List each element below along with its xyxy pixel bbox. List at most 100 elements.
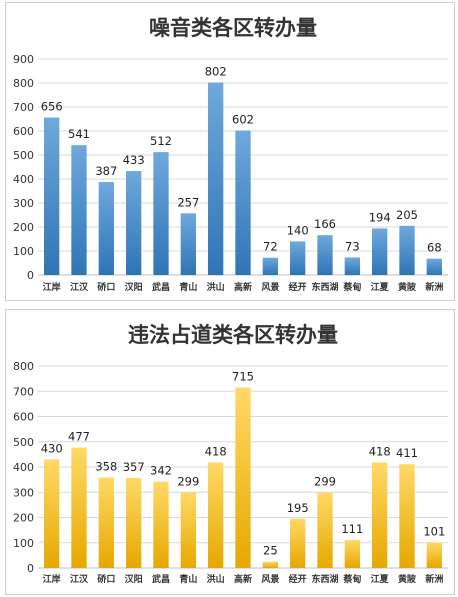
x-tick-label: 江岸 (43, 573, 61, 585)
data-label: 602 (232, 113, 254, 127)
road-bar (126, 477, 142, 568)
data-label: 299 (177, 475, 199, 489)
data-label: 512 (150, 134, 172, 148)
data-label: 430 (41, 441, 63, 455)
x-tick-label: 汉阳 (125, 281, 143, 293)
x-tick-label: 新洲 (425, 281, 443, 293)
y-tick-label: 800 (13, 77, 34, 90)
y-tick-label: 0 (27, 562, 34, 575)
data-label: 73 (345, 239, 360, 253)
data-label: 72 (263, 240, 278, 254)
x-tick-label: 硚口 (97, 573, 115, 585)
noise-bar (44, 117, 60, 275)
data-label: 802 (205, 65, 227, 79)
y-tick-label: 600 (13, 411, 34, 424)
road-bar (317, 492, 333, 568)
noise-bar (399, 225, 415, 275)
data-label: 194 (369, 210, 391, 224)
x-tick-label: 武昌 (152, 281, 170, 293)
y-tick-label: 300 (13, 197, 34, 210)
x-tick-label: 江岸 (43, 281, 61, 293)
x-tick-label: 蔡甸 (342, 573, 361, 585)
x-tick-label: 江汉 (70, 573, 89, 585)
x-tick-label: 风景 (261, 282, 279, 293)
x-tick-label: 黄陂 (398, 573, 417, 585)
road-bar (344, 539, 360, 568)
data-label: 205 (396, 208, 418, 222)
y-tick-label: 600 (13, 125, 34, 138)
y-tick-label: 100 (13, 245, 34, 258)
noise-bar (426, 258, 442, 275)
road-bar (262, 561, 278, 568)
noise-chart-panel: 噪音类各区转办量 0 100 200 300 400 500 600 700 800 900 656 江… (5, 2, 455, 301)
x-tick-label: 汉阳 (125, 573, 143, 585)
data-label: 140 (287, 223, 309, 237)
road-bar (426, 542, 442, 568)
data-label: 257 (177, 195, 199, 209)
data-label: 101 (423, 524, 445, 538)
noise-bar (372, 228, 388, 275)
x-tick-label: 东西湖 (311, 281, 338, 293)
data-label: 433 (123, 153, 145, 167)
data-label: 387 (95, 164, 117, 178)
y-tick-label: 500 (13, 436, 34, 449)
y-tick-label: 0 (27, 269, 34, 282)
data-label: 715 (232, 369, 254, 383)
noise-bar (98, 182, 114, 275)
y-tick-label: 300 (13, 486, 34, 499)
road-bar (71, 447, 87, 568)
x-tick-label: 洪山 (207, 281, 225, 293)
y-tick-label: 700 (13, 385, 34, 398)
x-tick-label: 高新 (234, 573, 252, 585)
chart-title: 违法占道类各区转办量 (128, 322, 338, 347)
road-occupation-chart-panel: 违法占道类各区转办量 0 100 200 300 400 500 600 700 800 430 江岸… (5, 309, 455, 595)
data-label: 418 (205, 444, 227, 458)
noise-bar (290, 241, 306, 275)
data-label: 358 (95, 460, 117, 474)
road-bar (235, 387, 251, 568)
x-tick-label: 洪山 (207, 573, 225, 585)
x-tick-label: 新洲 (425, 573, 443, 585)
x-tick-label: 青山 (179, 573, 197, 585)
road-bar (153, 481, 169, 568)
noise-bar (344, 257, 360, 275)
x-tick-label: 江夏 (371, 281, 390, 293)
noise-bar (317, 235, 333, 275)
x-tick-label: 经开 (289, 281, 307, 293)
road-bar (372, 462, 388, 568)
road-bar (290, 518, 306, 568)
noise-bar (235, 130, 251, 275)
x-tick-label: 蔡甸 (342, 281, 361, 293)
x-tick-label: 高新 (234, 281, 252, 293)
data-label: 342 (150, 464, 172, 478)
data-label: 299 (314, 475, 336, 489)
y-tick-label: 500 (13, 149, 34, 162)
y-tick-label: 400 (13, 173, 34, 186)
y-tick-label: 700 (13, 101, 34, 114)
data-label: 541 (68, 127, 90, 141)
noise-bar (208, 82, 224, 276)
noise-bar (262, 257, 278, 275)
road-bar (98, 477, 114, 568)
x-tick-label: 江汉 (70, 281, 89, 293)
y-tick-label: 200 (13, 512, 34, 525)
data-label: 418 (369, 444, 391, 458)
noise-bar (126, 171, 142, 275)
x-tick-label: 黄陂 (398, 281, 417, 293)
data-label: 111 (341, 522, 363, 536)
road-bar (208, 462, 224, 568)
noise-bar (180, 213, 196, 275)
y-tick-label: 100 (13, 537, 34, 550)
road-bar (399, 464, 415, 568)
data-label: 357 (123, 460, 145, 474)
road-bar (44, 459, 60, 568)
x-tick-label: 经开 (289, 573, 307, 585)
x-tick-label: 东西湖 (311, 573, 338, 585)
y-tick-label: 400 (13, 461, 34, 474)
noise-bar (71, 145, 87, 275)
data-label: 25 (263, 544, 278, 558)
road-bar (180, 492, 196, 568)
data-label: 477 (68, 430, 90, 444)
noise-bar-chart: 噪音类各区转办量 0 100 200 300 400 500 600 700 800 900 656 江… (13, 15, 448, 293)
data-label: 166 (314, 217, 336, 231)
